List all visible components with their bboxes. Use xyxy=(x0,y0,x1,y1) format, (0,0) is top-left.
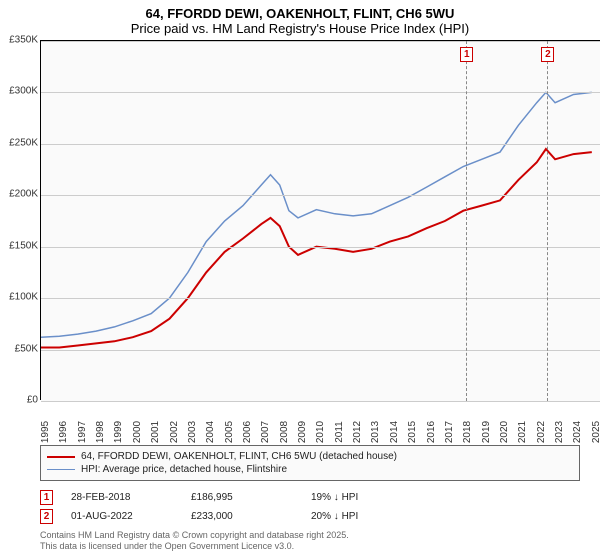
y-tick-label: £50K xyxy=(15,343,38,354)
data-row: 1 28-FEB-2018£186,99519% ↓ HPI xyxy=(40,488,580,507)
x-tick-label: 1995 xyxy=(40,421,51,443)
legend-swatch xyxy=(47,456,75,458)
x-tick-label: 2009 xyxy=(297,421,308,443)
x-tick-label: 2022 xyxy=(536,421,547,443)
x-tick-label: 2002 xyxy=(169,421,180,443)
grid-line xyxy=(41,144,600,145)
x-tick-label: 1998 xyxy=(95,421,106,443)
x-tick-label: 2023 xyxy=(554,421,565,443)
x-tick-label: 2021 xyxy=(517,421,528,443)
x-tick-label: 2019 xyxy=(481,421,492,443)
marker-box-1: 1 xyxy=(460,47,473,62)
grid-line xyxy=(41,298,600,299)
x-tick-label: 2014 xyxy=(389,421,400,443)
legend-swatch xyxy=(47,469,75,471)
data-cell-price: £233,000 xyxy=(191,511,311,522)
x-tick-label: 2000 xyxy=(132,421,143,443)
marker-line-1 xyxy=(466,41,467,401)
x-tick-label: 2020 xyxy=(499,421,510,443)
grid-line xyxy=(41,195,600,196)
series-property xyxy=(41,149,592,348)
footer-line1: Contains HM Land Registry data © Crown c… xyxy=(40,530,349,541)
x-tick-label: 1999 xyxy=(113,421,124,443)
y-tick-label: £250K xyxy=(9,137,38,148)
x-tick-label: 2013 xyxy=(370,421,381,443)
legend-item: HPI: Average price, detached house, Flin… xyxy=(47,463,573,476)
x-tick-label: 2004 xyxy=(205,421,216,443)
y-tick-label: £0 xyxy=(27,395,38,406)
data-cell-price: £186,995 xyxy=(191,492,311,503)
data-cell-delta: 19% ↓ HPI xyxy=(311,492,431,503)
title-subtitle: Price paid vs. HM Land Registry's House … xyxy=(0,21,600,36)
x-tick-label: 2001 xyxy=(150,421,161,443)
title-address: 64, FFORDD DEWI, OAKENHOLT, FLINT, CH6 5… xyxy=(0,6,600,21)
chart-container: 64, FFORDD DEWI, OAKENHOLT, FLINT, CH6 5… xyxy=(0,0,600,560)
x-tick-label: 2007 xyxy=(260,421,271,443)
data-marker: 2 xyxy=(40,509,53,524)
legend-label: 64, FFORDD DEWI, OAKENHOLT, FLINT, CH6 5… xyxy=(81,451,397,462)
legend: 64, FFORDD DEWI, OAKENHOLT, FLINT, CH6 5… xyxy=(40,445,580,481)
x-tick-label: 2024 xyxy=(572,421,583,443)
y-tick-label: £100K xyxy=(9,292,38,303)
grid-line xyxy=(41,247,600,248)
x-tick-label: 1996 xyxy=(58,421,69,443)
y-tick-label: £200K xyxy=(9,189,38,200)
grid-line xyxy=(41,350,600,351)
x-tick-label: 2006 xyxy=(242,421,253,443)
grid-line xyxy=(41,92,600,93)
x-tick-label: 2003 xyxy=(187,421,198,443)
x-axis: 1995 1996 1997 1998 1999 2000 2001 2002 2003 2004… xyxy=(40,402,600,442)
x-tick-label: 2018 xyxy=(462,421,473,443)
data-table: 1 28-FEB-2018£186,99519% ↓ HPI 2 01-AUG-202… xyxy=(40,488,580,526)
x-tick-label: 2005 xyxy=(224,421,235,443)
x-tick-label: 2025 xyxy=(591,421,600,443)
y-tick-label: £350K xyxy=(9,35,38,46)
marker-line-2 xyxy=(547,41,548,401)
x-tick-label: 2016 xyxy=(426,421,437,443)
x-tick-label: 2011 xyxy=(334,421,345,443)
data-cell-date: 28-FEB-2018 xyxy=(71,492,191,503)
footer-attribution: Contains HM Land Registry data © Crown c… xyxy=(40,530,349,552)
y-tick-label: £300K xyxy=(9,86,38,97)
chart-svg xyxy=(41,41,600,401)
title-block: 64, FFORDD DEWI, OAKENHOLT, FLINT, CH6 5… xyxy=(0,0,600,38)
x-tick-label: 2015 xyxy=(407,421,418,443)
marker-box-2: 2 xyxy=(541,47,554,62)
legend-item: 64, FFORDD DEWI, OAKENHOLT, FLINT, CH6 5… xyxy=(47,450,573,463)
y-tick-label: £150K xyxy=(9,240,38,251)
footer-line2: This data is licensed under the Open Gov… xyxy=(40,541,349,552)
legend-label: HPI: Average price, detached house, Flin… xyxy=(81,464,287,475)
data-marker: 1 xyxy=(40,490,53,505)
data-cell-delta: 20% ↓ HPI xyxy=(311,511,431,522)
y-axis: £0£50K£100K£150K£200K£250K£300K£350K xyxy=(0,40,40,400)
series-hpi xyxy=(41,92,592,337)
data-row: 2 01-AUG-2022£233,00020% ↓ HPI xyxy=(40,507,580,526)
data-cell-date: 01-AUG-2022 xyxy=(71,511,191,522)
plot-area: 12 xyxy=(40,40,600,400)
grid-line xyxy=(41,41,600,42)
x-tick-label: 1997 xyxy=(77,421,88,443)
x-tick-label: 2010 xyxy=(315,421,326,443)
x-tick-label: 2017 xyxy=(444,421,455,443)
x-tick-label: 2008 xyxy=(279,421,290,443)
x-tick-label: 2012 xyxy=(352,421,363,443)
